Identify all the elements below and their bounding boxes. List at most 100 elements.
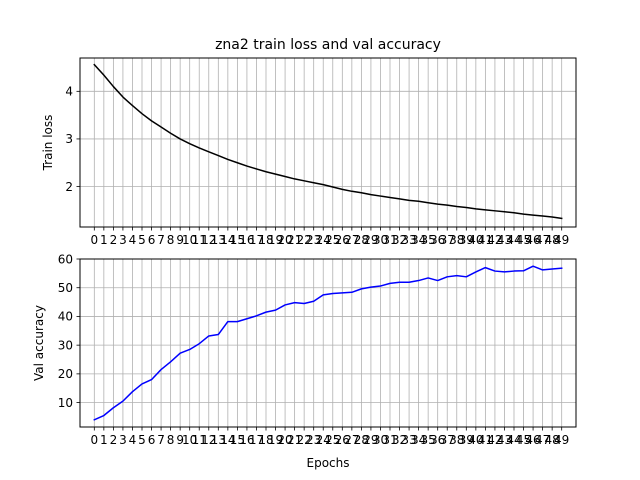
val-accuracy-x-tick-label: 42 <box>487 433 502 447</box>
val-accuracy-x-tick-label: 44 <box>506 433 521 447</box>
val-accuracy-y-axis-label: Val accuracy <box>32 305 46 381</box>
train-loss-x-tick-label: 40 <box>468 233 483 247</box>
train-loss-x-tick-label: 0 <box>90 233 98 247</box>
x-axis-label: Epochs <box>307 456 350 470</box>
train-loss-y-tick-label: 4 <box>65 85 73 99</box>
val-accuracy-x-tick-label: 24 <box>316 433 331 447</box>
train-loss-x-tick-label: 20 <box>277 233 292 247</box>
train-loss-x-tick-label: 48 <box>545 233 560 247</box>
val-accuracy-plot: 0 1 2 3 4 5 6 7 8 9101112131415161718192021222324… <box>32 252 577 447</box>
train-loss-x-tick-label: 15 <box>230 233 245 247</box>
val-accuracy-x-tick-label: 25 <box>325 433 340 447</box>
train-loss-line-layer <box>93 63 563 220</box>
val-accuracy-x-tick-label: 40 <box>468 433 483 447</box>
train-loss-x-tick-label: 19 <box>268 233 283 247</box>
val-accuracy-x-tick-label: 35 <box>421 433 436 447</box>
val-accuracy-y-tick-label: 20 <box>58 367 73 381</box>
train-loss-x-tick-label: 45 <box>516 233 531 247</box>
train-loss-x-tick-label: 2 <box>110 233 118 247</box>
train-loss-x-tick-label: 22 <box>297 233 312 247</box>
train-loss-x-tick-label: 1 <box>100 233 108 247</box>
val-accuracy-x-tick-label: 19 <box>268 433 283 447</box>
val-accuracy-line-layer <box>93 265 563 421</box>
val-accuracy-x-tick-label: 30 <box>373 433 388 447</box>
val-accuracy-x-tick-label: 43 <box>497 433 512 447</box>
train-loss-x-tick-label: 24 <box>316 233 331 247</box>
train-loss-x-tick-label: 39 <box>459 233 474 247</box>
val-accuracy-x-tick-label: 6 <box>148 433 156 447</box>
train-loss-x-tick-label: 13 <box>211 233 226 247</box>
val-accuracy-x-tick-label: 27 <box>344 433 359 447</box>
val-accuracy-x-tick-label: 41 <box>478 433 493 447</box>
train-loss-x-tick-label: 32 <box>392 233 407 247</box>
val-accuracy-x-tick-label: 47 <box>535 433 550 447</box>
train-loss-x-tick-label: 12 <box>201 233 216 247</box>
train-loss-plot: 0 1 2 3 4 5 6 7 8 9101112131415161718192021222324… <box>41 57 577 247</box>
val-accuracy-y-tick-label: 40 <box>58 310 73 324</box>
train-loss-ticks: 0 1 2 3 4 5 6 7 8 9101112131415161718192021222324… <box>65 85 569 247</box>
train-loss-x-tick-label: 43 <box>497 233 512 247</box>
val-accuracy-ticks: 0 1 2 3 4 5 6 7 8 9101112131415161718192021222324… <box>58 252 570 447</box>
train-loss-x-tick-label: 10 <box>182 233 197 247</box>
val-accuracy-x-tick-label: 9 <box>176 433 184 447</box>
val-accuracy-x-tick-label: 15 <box>230 433 245 447</box>
val-accuracy-x-tick-label: 23 <box>306 433 321 447</box>
val-accuracy-x-tick-label: 48 <box>545 433 560 447</box>
train-loss-x-tick-label: 35 <box>421 233 436 247</box>
val-accuracy-x-tick-label: 34 <box>411 433 426 447</box>
val-accuracy-x-tick-label: 8 <box>167 433 175 447</box>
train-loss-x-tick-label: 11 <box>192 233 207 247</box>
val-accuracy-x-tick-label: 32 <box>392 433 407 447</box>
val-accuracy-x-tick-label: 20 <box>277 433 292 447</box>
train-loss-y-tick-label: 2 <box>65 180 73 194</box>
train-loss-x-tick-label: 36 <box>430 233 445 247</box>
train-loss-x-tick-label: 18 <box>258 233 273 247</box>
train-loss-x-tick-label: 3 <box>119 233 127 247</box>
val-accuracy-x-tick-label: 10 <box>182 433 197 447</box>
val-accuracy-x-tick-label: 5 <box>138 433 146 447</box>
train-loss-x-tick-label: 25 <box>325 233 340 247</box>
val-accuracy-x-tick-label: 17 <box>249 433 264 447</box>
train-loss-x-tick-label: 21 <box>287 233 302 247</box>
train-loss-x-tick-label: 30 <box>373 233 388 247</box>
train-loss-x-tick-label: 6 <box>148 233 156 247</box>
val-accuracy-x-tick-label: 31 <box>382 433 397 447</box>
val-accuracy-x-tick-label: 33 <box>401 433 416 447</box>
train-loss-axes-frame <box>79 57 577 228</box>
train-loss-x-tick-label: 38 <box>449 233 464 247</box>
val-accuracy-x-tick-label: 4 <box>129 433 137 447</box>
val-accuracy-x-tick-label: 18 <box>258 433 273 447</box>
train-loss-x-tick-label: 29 <box>363 233 378 247</box>
val-accuracy-y-tick-label: 10 <box>58 396 73 410</box>
train-loss-x-tick-label: 46 <box>525 233 540 247</box>
val-accuracy-axes-frame <box>79 258 577 428</box>
val-accuracy-x-tick-label: 3 <box>119 433 127 447</box>
val-accuracy-x-tick-label: 16 <box>239 433 254 447</box>
train-loss-x-tick-label: 4 <box>129 233 137 247</box>
train-loss-x-tick-label: 42 <box>487 233 502 247</box>
val-accuracy-x-tick-label: 13 <box>211 433 226 447</box>
train-loss-y-axis-label: Train loss <box>41 115 55 172</box>
train-loss-grid <box>80 58 576 227</box>
val-accuracy-x-tick-label: 14 <box>220 433 235 447</box>
val-accuracy-x-tick-label: 12 <box>201 433 216 447</box>
train-loss-x-tick-label: 14 <box>220 233 235 247</box>
val-accuracy-x-tick-label: 21 <box>287 433 302 447</box>
val-accuracy-x-tick-label: 22 <box>297 433 312 447</box>
val-accuracy-series-line <box>93 265 563 421</box>
val-accuracy-x-tick-label: 46 <box>525 433 540 447</box>
val-accuracy-y-tick-label: 30 <box>58 338 73 352</box>
train-loss-x-tick-label: 17 <box>249 233 264 247</box>
chart-title: zna2 train loss and val accuracy <box>215 37 441 53</box>
train-loss-x-tick-label: 16 <box>239 233 254 247</box>
train-loss-x-tick-label: 47 <box>535 233 550 247</box>
train-loss-x-tick-label: 41 <box>478 233 493 247</box>
val-accuracy-grid <box>80 258 576 427</box>
val-accuracy-x-tick-label: 2 <box>110 433 118 447</box>
val-accuracy-x-tick-label: 0 <box>90 433 98 447</box>
val-accuracy-x-tick-label: 49 <box>554 433 569 447</box>
val-accuracy-y-tick-label: 50 <box>58 281 73 295</box>
train-loss-x-tick-label: 27 <box>344 233 359 247</box>
val-accuracy-x-tick-label: 45 <box>516 433 531 447</box>
